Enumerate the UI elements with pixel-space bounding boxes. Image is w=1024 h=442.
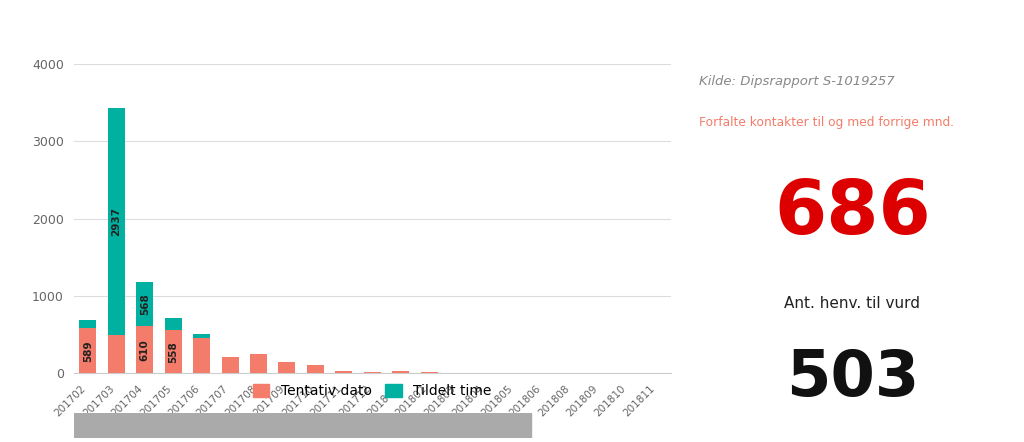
Bar (80, 320, 96, 328)
Text: Forfalte kontakter til og med forrige mnd.: Forfalte kontakter til og med forrige mn… (699, 116, 954, 130)
Text: Kilde: Dipsrapport S-1019257: Kilde: Dipsrapport S-1019257 (699, 75, 895, 88)
Text: Ant. henv. til vurd: Ant. henv. til vurd (784, 296, 921, 311)
Bar (136, 282, 154, 326)
Text: 686: 686 (774, 177, 931, 250)
Bar (108, 108, 125, 335)
Bar (194, 334, 210, 338)
Text: 2937: 2937 (112, 207, 122, 236)
Text: 503: 503 (785, 347, 920, 409)
Bar (74, 413, 531, 438)
Bar (421, 372, 437, 373)
Text: 610: 610 (140, 339, 150, 361)
Text: Planlagte kontakter (tildelt/tentativ time): Planlagte kontakter (tildelt/tentativ ti… (12, 19, 669, 47)
Bar (279, 362, 296, 373)
Bar (250, 354, 267, 373)
Bar (165, 330, 181, 373)
Bar (221, 357, 239, 373)
Bar (307, 365, 324, 373)
Bar (364, 372, 381, 373)
Bar (194, 338, 210, 373)
Bar (108, 335, 125, 373)
Bar (136, 326, 154, 373)
Bar (80, 328, 96, 373)
Bar (335, 371, 352, 373)
Text: 589: 589 (83, 340, 93, 362)
Legend: Tentativ dato, Tildelt time: Tentativ dato, Tildelt time (253, 384, 492, 398)
Bar (392, 371, 410, 373)
Text: 558: 558 (168, 341, 178, 363)
Text: 568: 568 (140, 293, 150, 315)
Bar (165, 318, 181, 330)
